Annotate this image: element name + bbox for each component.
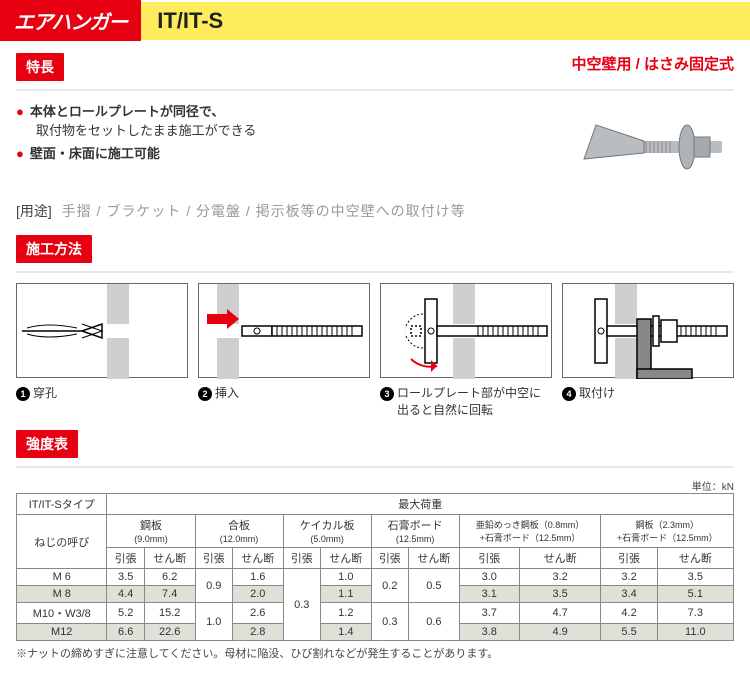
divider: [16, 466, 734, 468]
steps-row: 1穿孔 2挿入: [16, 283, 734, 418]
section-method: 施工方法: [16, 235, 92, 263]
model-code: IT/IT-S: [141, 2, 750, 40]
divider: [16, 271, 734, 273]
type-head: IT/IT-Sタイプ: [17, 494, 107, 515]
step-4: 4取付け: [562, 283, 734, 418]
step-2: 2挿入: [198, 283, 370, 418]
load-head: 最大荷重: [107, 494, 734, 515]
step-4-label: 取付け: [579, 386, 615, 400]
thread-head: ねじの呼び: [17, 515, 107, 569]
key-phrase: 中空壁用 / はさみ固定式: [571, 53, 734, 74]
feature-list: 本体とロールプレートが同径で、取付物をセットしたまま施工ができる 壁面・床面に施…: [16, 101, 554, 162]
uses-label: [用途]: [16, 203, 52, 219]
step-3-label-a: ロールプレート部が中空に: [397, 386, 541, 400]
section-features: 特長: [16, 53, 64, 81]
table-row: M10・W3/85.215.2 1.02.61.2 0.30.6 3.74.74…: [17, 603, 734, 624]
table-row: M 63.56.2 0.91.6 0.31.0 0.20.5 3.03.23.2…: [17, 569, 734, 586]
brand-logo: エアハンガー: [0, 0, 141, 41]
step-3-label-b: 出ると自然に回転: [397, 403, 493, 417]
section-strength: 強度表: [16, 430, 78, 458]
strength-table: IT/IT-Sタイプ 最大荷重 ねじの呼び 鋼板(9.0mm) 合板(12.0m…: [16, 493, 734, 641]
step-1-label: 穿孔: [33, 386, 57, 400]
header: エアハンガー IT/IT-S: [0, 0, 750, 41]
step-1: 1穿孔: [16, 283, 188, 418]
uses-text: 手摺 / ブラケット / 分電盤 / 掲示板等の中空壁への取付け等: [62, 203, 466, 219]
step-2-label: 挿入: [215, 386, 239, 400]
divider: [16, 89, 734, 91]
step-3: 3ロールプレート部が中空に出ると自然に回転: [380, 283, 552, 418]
footnote: ※ナットの締めすぎに注意してください。母材に陥没、ひび割れなどが発生することがあ…: [16, 645, 734, 661]
feature-2: 壁面・床面に施工可能: [16, 143, 554, 162]
unit-label: 単位：kN: [16, 478, 734, 493]
feature-1: 本体とロールプレートが同径で、取付物をセットしたまま施工ができる: [16, 101, 554, 139]
uses: [用途] 手摺 / ブラケット / 分電盤 / 掲示板等の中空壁への取付け等: [16, 201, 734, 221]
product-photo: [554, 107, 734, 187]
